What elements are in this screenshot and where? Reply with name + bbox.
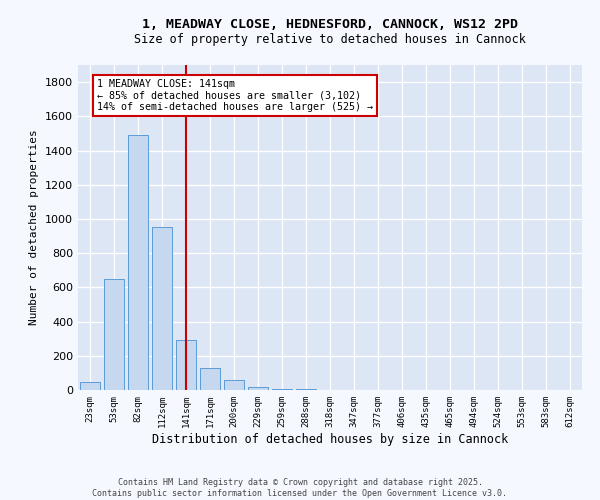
X-axis label: Distribution of detached houses by size in Cannock: Distribution of detached houses by size … <box>152 432 508 446</box>
Text: Size of property relative to detached houses in Cannock: Size of property relative to detached ho… <box>134 32 526 46</box>
Bar <box>272 388 292 390</box>
Bar <box>104 279 124 390</box>
Bar <box>128 135 148 390</box>
Bar <box>176 340 196 390</box>
Text: 1, MEADWAY CLOSE, HEDNESFORD, CANNOCK, WS12 2PD: 1, MEADWAY CLOSE, HEDNESFORD, CANNOCK, W… <box>142 18 518 30</box>
Y-axis label: Number of detached properties: Number of detached properties <box>29 130 40 326</box>
Bar <box>200 368 220 390</box>
Text: Contains HM Land Registry data © Crown copyright and database right 2025.
Contai: Contains HM Land Registry data © Crown c… <box>92 478 508 498</box>
Bar <box>224 380 244 390</box>
Bar <box>248 386 268 390</box>
Bar <box>152 226 172 390</box>
Text: 1 MEADWAY CLOSE: 141sqm
← 85% of detached houses are smaller (3,102)
14% of semi: 1 MEADWAY CLOSE: 141sqm ← 85% of detache… <box>97 78 373 112</box>
Bar <box>80 382 100 390</box>
